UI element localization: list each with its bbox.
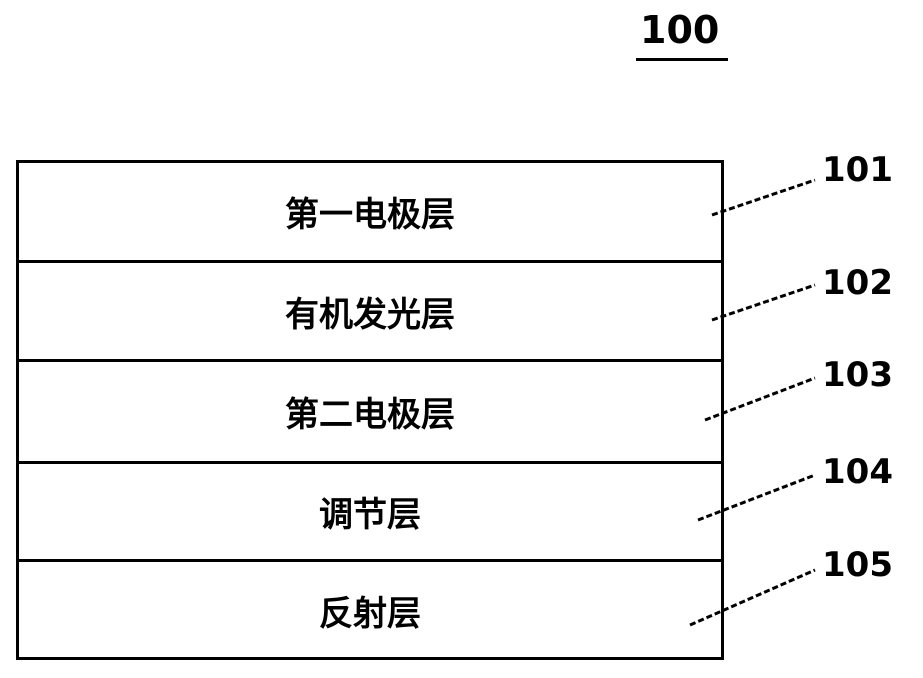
ref-105: 105	[822, 545, 893, 585]
ref-101: 101	[822, 150, 893, 190]
ref-103: 103	[822, 355, 893, 395]
leader-line-102	[712, 285, 815, 320]
ref-104: 104	[822, 452, 893, 492]
leader-line-104	[698, 475, 815, 520]
leader-line-101	[712, 180, 815, 215]
leader-lines	[0, 0, 923, 678]
leader-line-103	[705, 378, 815, 420]
leader-line-105	[690, 570, 815, 625]
ref-102: 102	[822, 263, 893, 303]
